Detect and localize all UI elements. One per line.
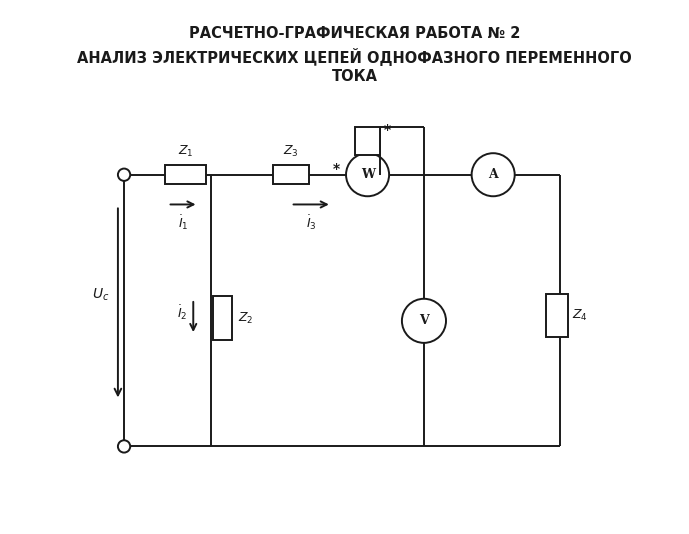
Text: $Z_4$: $Z_4$ bbox=[572, 308, 588, 323]
Bar bbox=[165, 165, 206, 184]
Bar bbox=[546, 294, 568, 337]
Text: $Z_1$: $Z_1$ bbox=[178, 144, 194, 159]
Circle shape bbox=[402, 299, 446, 343]
Bar bbox=[273, 165, 309, 184]
Text: ТОКА: ТОКА bbox=[331, 69, 378, 84]
Text: РАСЧЕТНО-ГРАФИЧЕСКАЯ РАБОТА № 2: РАСЧЕТНО-ГРАФИЧЕСКАЯ РАБОТА № 2 bbox=[189, 26, 520, 41]
Text: V: V bbox=[419, 315, 429, 327]
Bar bbox=[356, 127, 380, 155]
Circle shape bbox=[118, 440, 130, 453]
Text: W: W bbox=[362, 168, 376, 181]
Bar bbox=[213, 296, 232, 340]
Text: *: * bbox=[384, 123, 391, 137]
Text: A: A bbox=[489, 168, 498, 181]
Text: *: * bbox=[333, 162, 340, 176]
Text: $\dot{I}_2$: $\dot{I}_2$ bbox=[176, 304, 187, 323]
Text: $U_c$: $U_c$ bbox=[92, 287, 110, 303]
Text: $Z_3$: $Z_3$ bbox=[282, 144, 298, 159]
Circle shape bbox=[118, 169, 130, 181]
Text: АНАЛИЗ ЭЛЕКТРИЧЕСКИХ ЦЕПЕЙ ОДНОФАЗНОГО ПЕРЕМЕННОГО: АНАЛИЗ ЭЛЕКТРИЧЕСКИХ ЦЕПЕЙ ОДНОФАЗНОГО П… bbox=[77, 48, 632, 66]
Text: $\dot{I}_1$: $\dot{I}_1$ bbox=[178, 214, 188, 232]
Circle shape bbox=[346, 153, 389, 197]
Text: $\dot{I}_3$: $\dot{I}_3$ bbox=[306, 214, 316, 232]
Text: $Z_2$: $Z_2$ bbox=[238, 311, 254, 326]
Circle shape bbox=[472, 153, 515, 197]
